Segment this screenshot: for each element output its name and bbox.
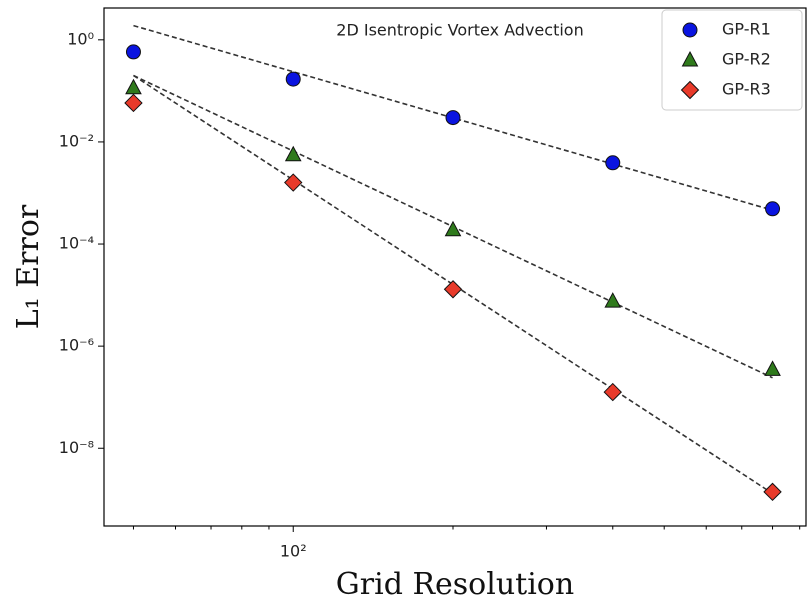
chart-title: 2D Isentropic Vortex Advection <box>336 21 583 40</box>
marker <box>603 382 622 402</box>
legend-label: GP-R1 <box>722 20 771 39</box>
marker <box>284 173 303 192</box>
marker <box>605 155 621 171</box>
marker <box>764 360 781 376</box>
marker <box>681 50 699 67</box>
marker <box>763 482 782 502</box>
marker <box>445 110 461 126</box>
y-tick-label: 10⁻⁴ <box>59 234 94 253</box>
x-axis-label: Grid Resolution <box>336 567 574 602</box>
marker <box>765 201 781 217</box>
y-axis-label: L₁ Error <box>11 204 46 329</box>
legend-label: GP-R2 <box>722 50 771 69</box>
marker <box>680 80 700 100</box>
marker <box>443 280 463 299</box>
legend-label: GP-R3 <box>722 80 771 99</box>
marker <box>444 220 462 237</box>
reference-line <box>133 74 773 495</box>
x-tick-label: 10² <box>280 542 307 561</box>
marker <box>604 292 622 308</box>
marker <box>682 22 698 38</box>
marker <box>125 78 142 95</box>
marker <box>124 93 143 113</box>
y-tick-label: 10⁻⁸ <box>59 438 94 457</box>
marker <box>285 71 301 87</box>
marker <box>284 145 302 162</box>
marker <box>125 44 141 60</box>
y-tick-label: 10⁻⁶ <box>59 336 94 355</box>
legend-box <box>661 9 803 111</box>
y-tick-label: 10⁻² <box>59 131 94 150</box>
y-tick-label: 10⁰ <box>67 29 94 48</box>
plot-frame <box>103 7 807 527</box>
